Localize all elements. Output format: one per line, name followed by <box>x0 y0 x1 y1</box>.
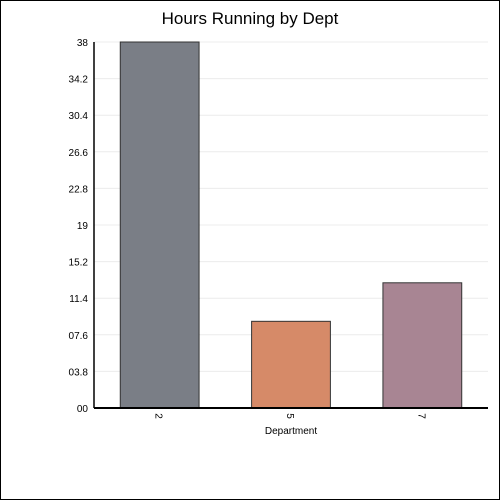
chart-title: Hours Running by Dept <box>161 9 339 28</box>
x-tick-label: 2 <box>153 413 164 419</box>
y-tick-label: 34.2 <box>69 75 89 86</box>
y-tick-label: 11.4 <box>69 294 88 305</box>
x-axis-title: Department <box>265 426 317 437</box>
y-tick-label: 03.8 <box>69 367 89 378</box>
bar-dept-2 <box>119 41 200 409</box>
bars <box>119 41 463 409</box>
y-tick-label: 30.4 <box>69 111 89 122</box>
y-tick-label: 22.8 <box>69 184 89 195</box>
y-tick-label: 00 <box>77 404 89 415</box>
x-tick-labels: 2 5 7 <box>153 413 427 419</box>
y-tick-label: 26.6 <box>69 148 89 159</box>
bar-dept-5 <box>251 320 331 409</box>
y-tick-label: 15.2 <box>69 258 89 269</box>
bar-dept-7 <box>382 282 463 409</box>
y-tick-label: 19 <box>77 221 89 232</box>
x-tick-label: 7 <box>415 413 426 419</box>
y-tick-label: 07.6 <box>69 331 89 342</box>
x-tick-label: 5 <box>284 413 295 419</box>
y-tick-labels: 00 03.8 07.6 11.4 15.2 19 22.8 26.6 30.4 34.2 38 <box>69 38 89 415</box>
y-tick-label: 38 <box>77 38 89 49</box>
axes <box>93 42 488 409</box>
